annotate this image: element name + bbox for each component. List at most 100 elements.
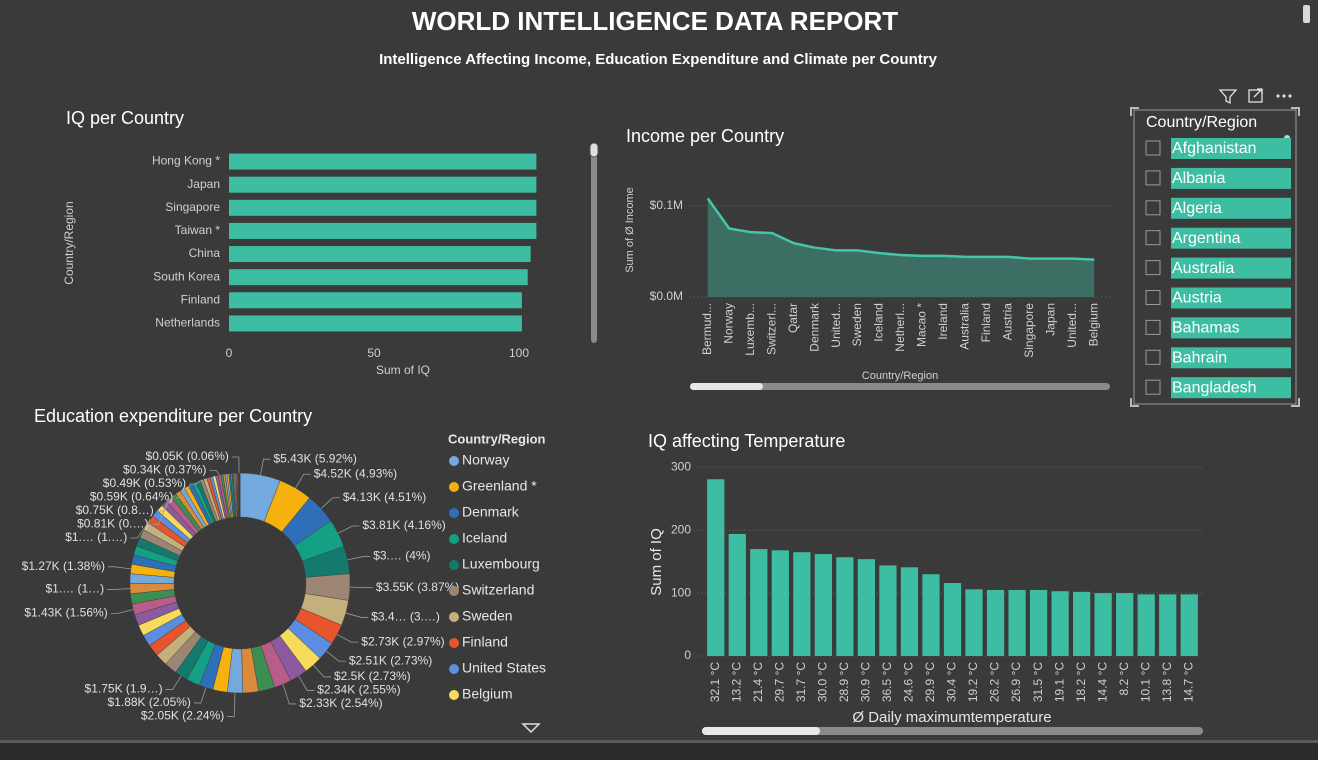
- x-tick-label: 26.2 °C: [988, 662, 1002, 702]
- x-tick-label: 14.7 °C: [1181, 662, 1195, 702]
- bar: [229, 153, 537, 170]
- focus-icon-frame[interactable]: [1248, 89, 1263, 103]
- leader-line: [298, 675, 315, 691]
- focus-icon-arrow[interactable]: [1253, 88, 1263, 98]
- bottom-bar: [0, 740, 1318, 760]
- legend-swatch: [449, 612, 459, 622]
- slicer-checkbox[interactable]: [1145, 170, 1161, 186]
- leader-line: [209, 470, 220, 476]
- chart-title: IQ affecting Temperature: [648, 431, 845, 451]
- legend-label: United States: [462, 660, 546, 676]
- slicer-checkbox[interactable]: [1145, 319, 1161, 335]
- legend-label: Belgium: [462, 686, 513, 702]
- x-tick-label: Singapore: [1022, 303, 1036, 358]
- bar: [728, 533, 746, 656]
- slicer-item[interactable]: Argentina: [1172, 230, 1241, 247]
- x-tick-label: Belgium: [1086, 303, 1100, 346]
- slicer-checkbox[interactable]: [1145, 230, 1161, 246]
- legend-swatch: [449, 508, 459, 518]
- data-label: $2.73K (2.97%): [361, 634, 444, 648]
- slicer-checkbox[interactable]: [1145, 140, 1161, 156]
- data-label: $3.4… (3.…): [371, 610, 440, 624]
- legend-scroll-arrow[interactable]: [521, 723, 541, 734]
- x-tick-label: 36.5 °C: [880, 662, 894, 702]
- slicer-item[interactable]: Australia: [1172, 260, 1234, 277]
- slicer-checkbox[interactable]: [1145, 200, 1161, 216]
- slicer-item[interactable]: Bahrain: [1172, 350, 1227, 367]
- chart-title: Education expenditure per Country: [34, 406, 312, 426]
- area-fill: [707, 198, 1095, 297]
- data-label: $3.81K (4.16%): [362, 518, 445, 532]
- data-label: $4.52K (4.93%): [314, 466, 397, 480]
- dot: [1288, 94, 1292, 98]
- slicer-item[interactable]: Bangladesh: [1172, 379, 1257, 396]
- bar: [229, 315, 522, 332]
- scrollbar-track[interactable]: [690, 383, 1110, 390]
- bar: [1159, 594, 1177, 656]
- slicer-checkbox[interactable]: [1145, 349, 1161, 365]
- data-label: $2.05K (2.24%): [141, 709, 224, 723]
- leader-line: [151, 498, 170, 525]
- slicer-item-highlight: [1171, 377, 1291, 399]
- slicer-item[interactable]: Albania: [1172, 170, 1225, 187]
- focus-icon[interactable]: [1248, 88, 1263, 103]
- bar: [229, 176, 537, 193]
- data-label: $2.51K (2.73%): [349, 653, 432, 667]
- data-label: $2.34K (2.55%): [317, 683, 400, 697]
- bar: [965, 589, 983, 656]
- x-tick-label: 29.7 °C: [772, 662, 786, 702]
- x-tick-label: Ireland: [936, 303, 950, 340]
- legend-label: Finland: [462, 634, 508, 650]
- slicer-checkbox[interactable]: [1145, 260, 1161, 276]
- x-tick-label: 31.5 °C: [1031, 662, 1045, 702]
- x-tick-label: 30.0 °C: [816, 662, 830, 702]
- scrollbar-thumb[interactable]: [690, 383, 763, 390]
- slicer-item-highlight: [1171, 287, 1291, 309]
- legend-swatch: [449, 638, 459, 648]
- legend-swatch: [449, 482, 459, 492]
- more-options-icon[interactable]: [1276, 94, 1292, 98]
- leader-line: [193, 687, 207, 704]
- page-scrollbar[interactable]: [1303, 5, 1310, 23]
- leader-line: [337, 525, 360, 534]
- filter-icon[interactable]: [1218, 89, 1238, 105]
- y-axis-label: Sum of IQ: [648, 528, 665, 596]
- chart-title: IQ per Country: [66, 108, 184, 128]
- y-tick-label: 300: [671, 459, 691, 473]
- scrollbar-thumb[interactable]: [702, 727, 820, 735]
- y-tick-label: Finland: [181, 292, 220, 306]
- x-tick-label: 13.2 °C: [729, 662, 743, 702]
- slicer-item[interactable]: Afghanistan: [1172, 140, 1257, 157]
- leader-line: [295, 473, 311, 489]
- x-tick-label: 100: [509, 346, 529, 360]
- x-tick-label: 29.9 °C: [923, 662, 937, 702]
- slicer-item[interactable]: Bahamas: [1172, 320, 1240, 337]
- data-label: $5.43K (5.92%): [273, 451, 356, 465]
- x-tick-label: Finland: [979, 303, 993, 342]
- slicer-item-highlight: [1171, 347, 1291, 369]
- bar: [922, 574, 940, 656]
- y-tick-label: Hong Kong *: [152, 154, 220, 168]
- legend-label: Switzerland: [462, 582, 534, 598]
- scrollbar-thumb[interactable]: [589, 142, 599, 158]
- scrollbar-track[interactable]: [591, 143, 597, 343]
- y-tick-label: Singapore: [165, 200, 220, 214]
- leader-line: [345, 612, 369, 618]
- slicer-item[interactable]: Austria: [1172, 290, 1222, 307]
- x-tick-label: 0: [226, 346, 233, 360]
- leader-line: [349, 586, 373, 589]
- x-tick-label: Norway: [721, 303, 735, 344]
- report-subtitle: Intelligence Affecting Income, Education…: [379, 51, 938, 68]
- x-tick-label: Switzerl...: [764, 303, 778, 355]
- slicer-checkbox[interactable]: [1145, 379, 1161, 395]
- legend-swatch: [449, 456, 459, 466]
- slicer-item[interactable]: Algeria: [1172, 200, 1222, 217]
- leader-line: [165, 675, 182, 690]
- slicer-checkbox[interactable]: [1145, 290, 1161, 305]
- scrollbar-track[interactable]: [702, 727, 1203, 735]
- bar: [229, 246, 531, 263]
- leader-line: [107, 588, 131, 590]
- x-tick-label: Australia: [958, 303, 972, 350]
- x-tick-label: 24.6 °C: [902, 662, 916, 702]
